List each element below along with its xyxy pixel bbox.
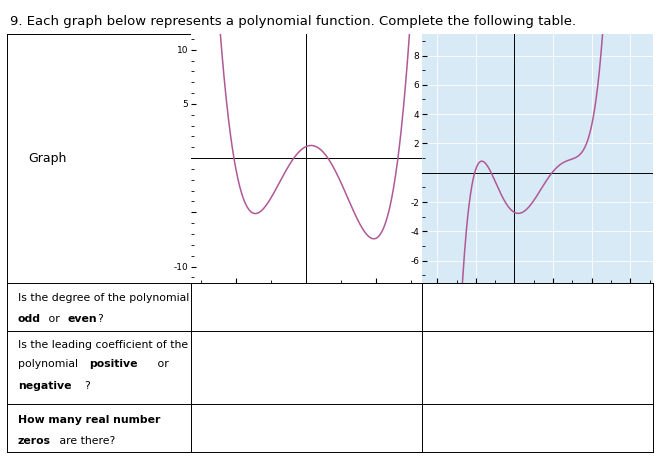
Text: odd: odd: [18, 314, 41, 324]
Text: positive: positive: [90, 359, 138, 369]
Text: ?: ?: [84, 381, 90, 391]
Text: zeros: zeros: [18, 436, 51, 446]
Text: Is the degree of the polynomial: Is the degree of the polynomial: [18, 293, 189, 303]
Text: are there?: are there?: [56, 436, 116, 446]
Text: How many real number: How many real number: [18, 415, 160, 425]
Text: ?: ?: [97, 314, 103, 324]
X-axis label: Graph B: Graph B: [516, 299, 559, 309]
Text: 9. Each graph below represents a polynomial function. Complete the following tab: 9. Each graph below represents a polynom…: [10, 15, 576, 28]
Text: Graph: Graph: [29, 152, 67, 165]
X-axis label: Graph A: Graph A: [285, 299, 327, 309]
Text: or: or: [154, 359, 169, 369]
Text: polynomial: polynomial: [18, 359, 81, 369]
Text: even: even: [67, 314, 97, 324]
Text: negative: negative: [18, 381, 71, 391]
Text: or: or: [46, 314, 63, 324]
Text: Is the leading coefficient of the: Is the leading coefficient of the: [18, 340, 188, 350]
